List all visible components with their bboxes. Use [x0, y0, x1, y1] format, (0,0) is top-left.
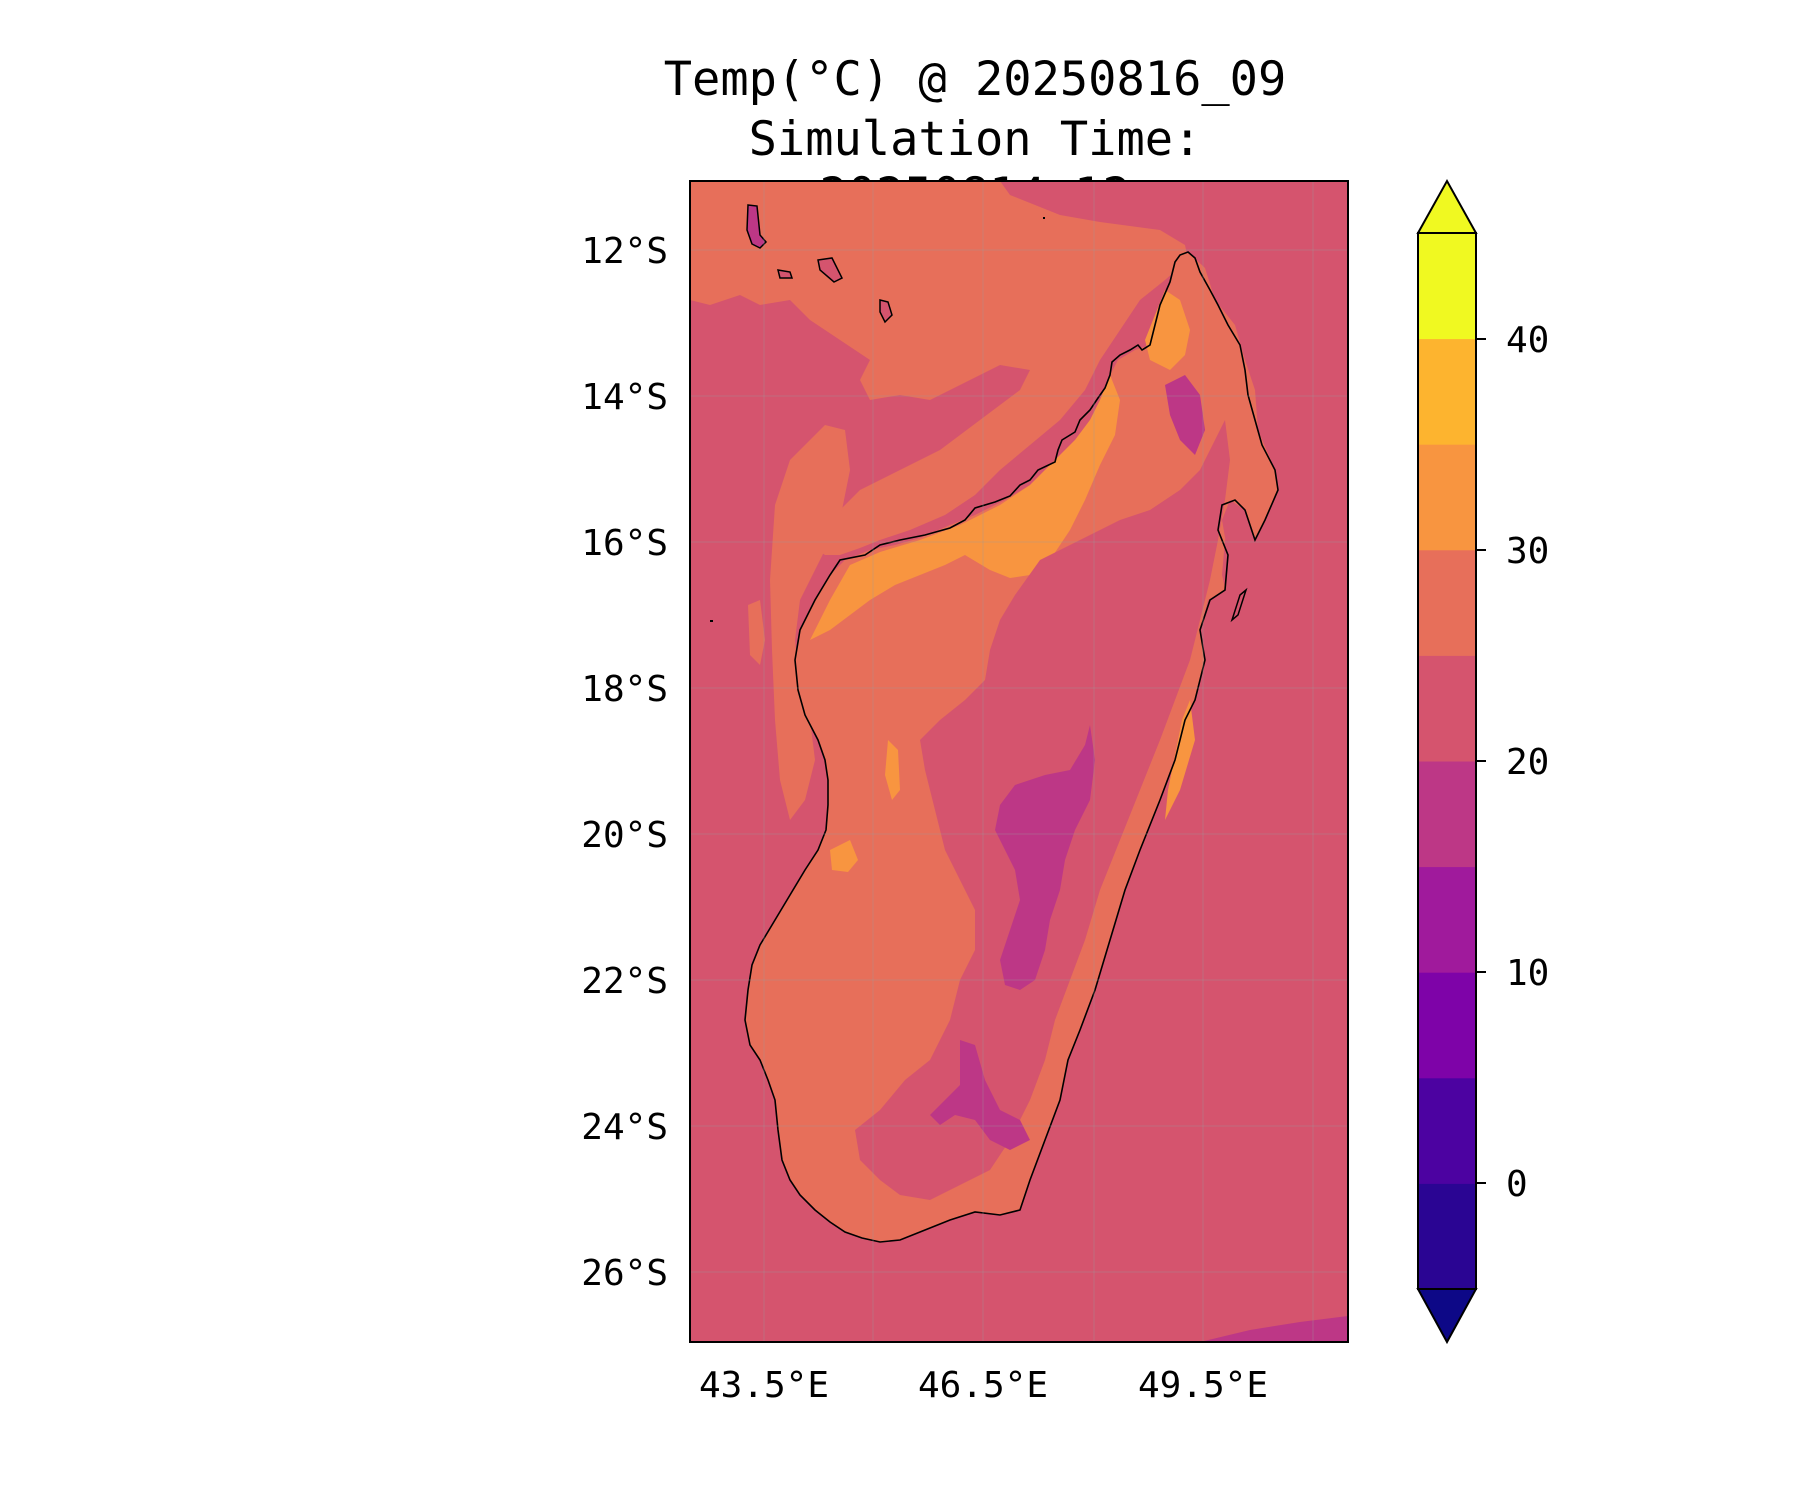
colorbar-level-band [1418, 233, 1476, 340]
map-title: Temp(°C) @ 20250816_09 [663, 52, 1287, 107]
lon-tick-label: 43.5°E [699, 1365, 829, 1406]
lat-tick-label: 24°S [581, 1107, 668, 1148]
colorbar-level-band [1418, 444, 1476, 551]
colorbar-tick-label: 20 [1506, 742, 1549, 783]
colorbar-level-band [1418, 549, 1476, 656]
glorioso-islet [1043, 217, 1045, 219]
colorbar-tick-label: 40 [1506, 320, 1549, 361]
interior-cool-core-north [1165, 375, 1205, 455]
northwest-hot-band [810, 375, 1120, 640]
colorbar-tick-label: 10 [1506, 953, 1549, 994]
colorbar-tick-label: 30 [1506, 531, 1549, 572]
grande-comore-island [746, 204, 768, 249]
colorbar-level-band [1418, 338, 1476, 445]
southwest-hot-spot [830, 840, 858, 872]
sainte-marie-island [1230, 587, 1248, 623]
interior-cool-core-central [995, 725, 1095, 990]
central-west-hot-spot [885, 740, 900, 800]
colorbar-ticks [1476, 338, 1486, 1184]
colorbar-level-band [1418, 972, 1476, 1079]
anjouan-island [817, 257, 844, 283]
lon-tick-label: 46.5°E [918, 1365, 1048, 1406]
europa-island [710, 620, 713, 622]
colorbar-level-band [1418, 761, 1476, 868]
north-tip-hot-band [1145, 290, 1190, 370]
lat-tick-labels: 12°S 14°S 16°S 18°S 20°S 22°S 24°S 26°S [581, 231, 668, 1294]
colorbar: 0 10 20 30 40 [1416, 178, 1549, 1345]
lat-tick-label: 14°S [581, 377, 668, 418]
colorbar-tick-label: 0 [1506, 1164, 1528, 1205]
colorbar-levels [1418, 233, 1476, 1290]
southeast-cool-ocean-patch [1200, 1316, 1348, 1342]
lon-tick-label: 49.5°E [1138, 1365, 1268, 1406]
moheli-island [776, 269, 794, 279]
colorbar-level-band [1418, 1183, 1476, 1290]
map-panel [690, 181, 1348, 1342]
map-frame [689, 180, 1349, 1343]
west-edge-warm-patch [748, 600, 765, 665]
north-warm-ocean-band [690, 181, 1188, 555]
lon-tick-labels: 43.5°E 46.5°E 49.5°E [699, 1365, 1268, 1406]
interior-cool-core-south [930, 1040, 1030, 1150]
lat-tick-label: 26°S [581, 1253, 668, 1294]
mayotte-island [879, 299, 893, 324]
lat-tick-label: 16°S [581, 523, 668, 564]
colorbar-tick-labels: 0 10 20 30 40 [1506, 320, 1549, 1205]
east-coast-hot-strip [1165, 700, 1195, 820]
madagascar-coastline [744, 251, 1279, 1243]
colorbar-extend-max [1416, 178, 1478, 234]
lat-tick-label: 22°S [581, 961, 668, 1002]
lat-tick-label: 20°S [581, 815, 668, 856]
west-warm-ocean-pocket [770, 425, 850, 820]
colorbar-level-band [1418, 1077, 1476, 1184]
lat-tick-label: 12°S [581, 231, 668, 272]
coastal-cool-fringe-east [1222, 520, 1250, 600]
colorbar-level-band [1418, 655, 1476, 762]
colorbar-level-band [1418, 866, 1476, 973]
lat-tick-label: 18°S [581, 669, 668, 710]
gridlines [690, 181, 1348, 1342]
colorbar-extend-min [1416, 1288, 1478, 1345]
